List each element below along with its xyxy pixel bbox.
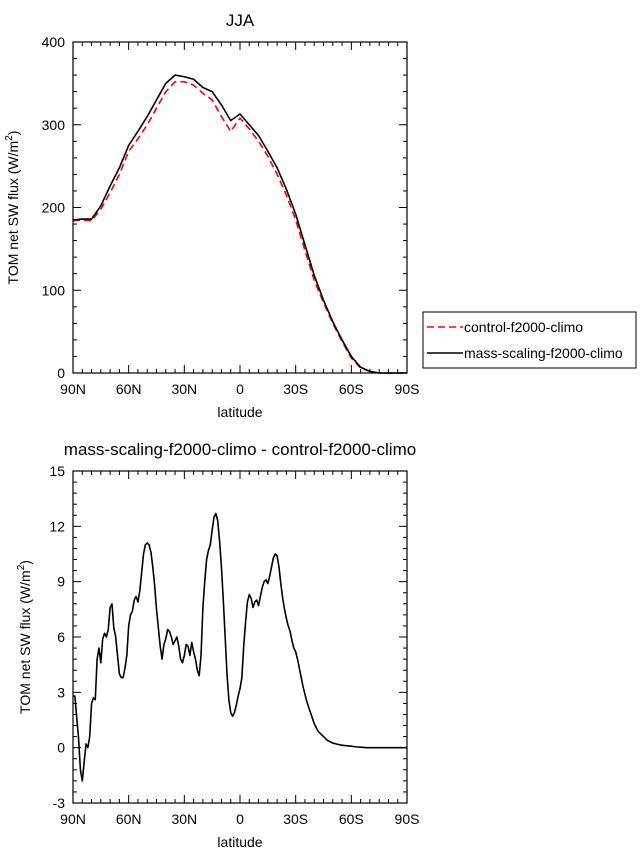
y-tick-label: 400 (42, 34, 66, 50)
y-tick-label: 200 (42, 200, 66, 216)
y-axis-label: TOM net SW flux (W/m2) (16, 560, 33, 714)
y-axis-label-end: ) (5, 131, 21, 136)
x-tick-label: 90S (395, 811, 420, 827)
x-tick-label: 60N (116, 381, 142, 397)
x-tick-label: 30N (171, 811, 197, 827)
x-tick-label: 90N (60, 811, 86, 827)
y-tick-label: 15 (49, 463, 65, 479)
x-tick-label: 0 (236, 381, 244, 397)
series-line-1 (73, 512, 407, 782)
y-axis-label-superscript: 2 (16, 564, 27, 570)
plot-panel-1: JJA 90N 60N 30N 0 30S 60S 90S 0 100 200 300 400 latit… (4, 11, 637, 420)
chart-title: JJA (226, 11, 255, 30)
y-tick-label: 100 (42, 282, 66, 298)
y-tick-label: 12 (49, 518, 65, 534)
x-tick-label: 30S (283, 381, 308, 397)
y-axis-label-text: TOM net SW flux (W/m (17, 570, 33, 714)
y-axis-label: TOM net SW flux (W/m2) (4, 131, 21, 285)
plot-panel-2: mass-scaling-f2000-climo - control-f2000… (16, 440, 419, 850)
legend-label: mass-scaling-f2000-climo (464, 345, 623, 361)
chart-title: mass-scaling-f2000-climo - control-f2000… (64, 440, 416, 459)
y-tick-label: 3 (57, 684, 65, 700)
plot-frame (72, 41, 408, 374)
legend-label: control-f2000-climo (464, 319, 583, 335)
x-tick-label: 60S (339, 811, 364, 827)
y-tick-label: 0 (57, 740, 65, 756)
x-axis-label: latitude (217, 404, 262, 420)
plot-frame (72, 470, 408, 804)
y-tick-label: 6 (57, 629, 65, 645)
x-tick-label: 30S (283, 811, 308, 827)
legend: control-f2000-climo mass-scaling-f2000-cl… (422, 311, 637, 369)
x-tick-label: 60N (116, 811, 142, 827)
x-tick-label: 30N (171, 381, 197, 397)
series-line-1 (72, 80, 407, 374)
x-tick-label: 90N (60, 381, 86, 397)
y-tick-label: 9 (57, 574, 65, 590)
y-axis-label-superscript: 2 (4, 135, 15, 141)
x-axis-label: latitude (217, 834, 262, 850)
y-tick-label: 300 (42, 117, 66, 133)
x-tick-label: 90S (395, 381, 420, 397)
y-tick-label: 0 (57, 365, 65, 381)
series-line-2 (72, 74, 407, 374)
y-axis-label-end: ) (17, 560, 33, 565)
x-tick-label: 0 (236, 811, 244, 827)
x-tick-label: 60S (339, 381, 364, 397)
y-axis-label-text: TOM net SW flux (W/m (5, 141, 21, 285)
legend-box (422, 311, 637, 369)
y-tick-label: -3 (53, 795, 66, 811)
